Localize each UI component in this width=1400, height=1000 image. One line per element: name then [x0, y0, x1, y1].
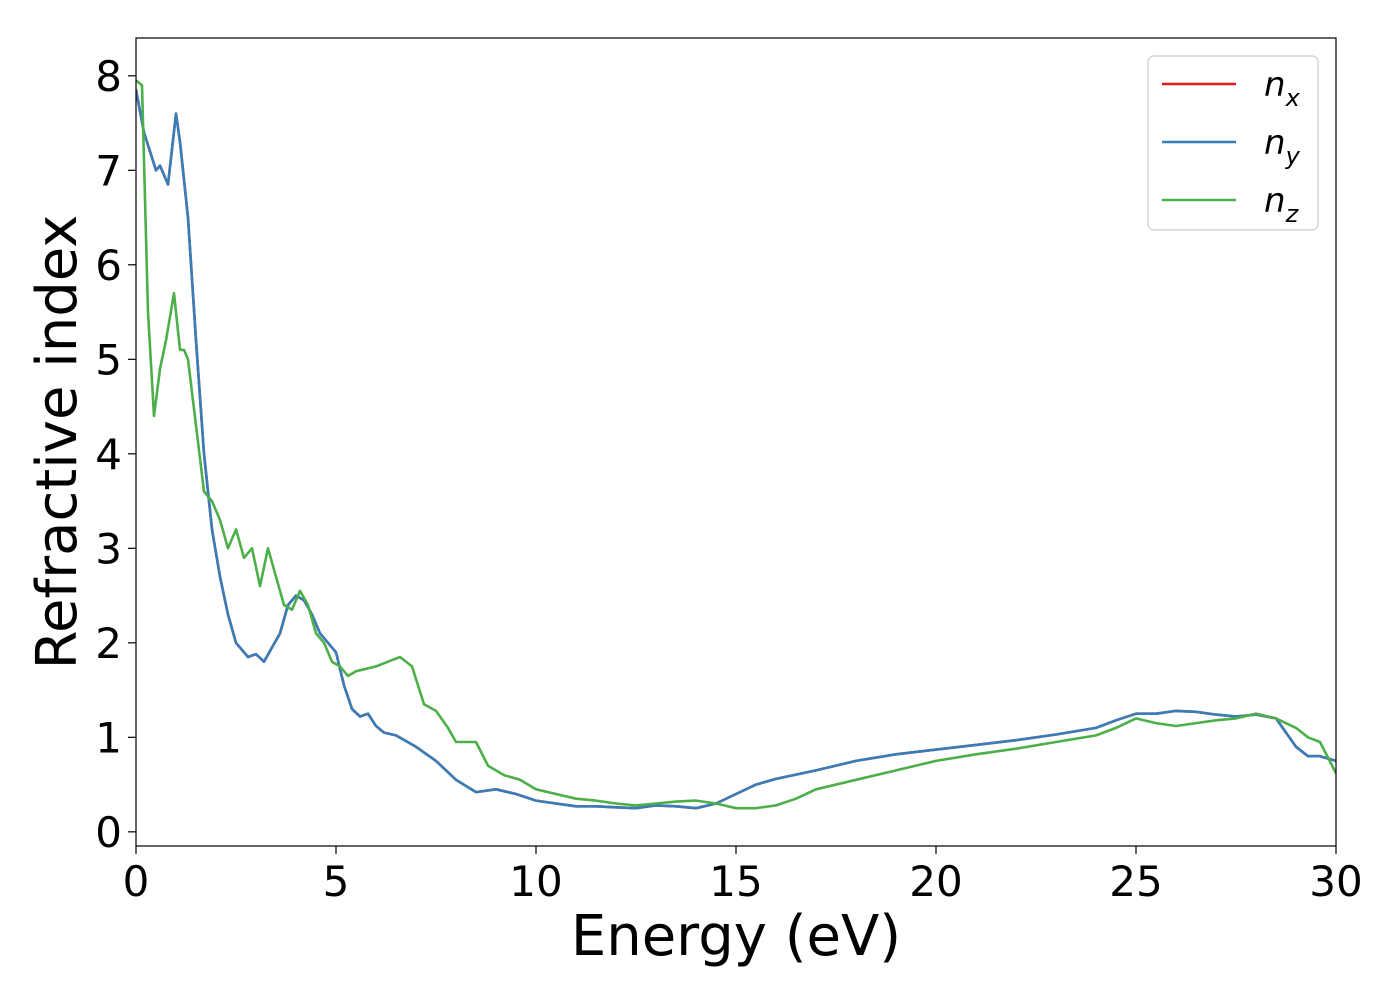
legend-label-x: nx — [1264, 65, 1301, 112]
series-layer — [136, 79, 1336, 810]
x-tick-label: 30 — [1309, 857, 1362, 906]
x-tick-label: 20 — [909, 857, 962, 906]
x-axis-title: Energy (eV) — [571, 904, 901, 969]
series-line-y — [136, 88, 1336, 810]
y-tick-label: 1 — [95, 713, 122, 762]
y-axis-title: Refractive index — [25, 215, 90, 670]
x-tick-label: 15 — [709, 857, 762, 906]
y-tick-label: 8 — [95, 52, 122, 101]
y-tick-label: 7 — [95, 146, 122, 195]
y-tick-label: 6 — [95, 241, 122, 290]
y-tick-label: 5 — [95, 335, 122, 384]
x-axis-ticks: 0 5 10 15 20 25 30 — [123, 846, 1363, 906]
legend-label-y: ny — [1264, 123, 1301, 170]
y-tick-label: 2 — [95, 619, 122, 668]
y-tick-label: 4 — [95, 430, 122, 479]
series-line-z — [136, 79, 1336, 810]
plot-area — [135, 37, 1337, 847]
x-tick-label: 5 — [323, 857, 350, 906]
legend: nx ny nz — [1147, 55, 1319, 231]
y-tick-label: 0 — [95, 808, 122, 857]
x-tick-label: 25 — [1109, 857, 1162, 906]
x-tick-label: 0 — [123, 857, 150, 906]
y-axis-ticks: 0 1 2 3 4 5 6 7 8 — [95, 52, 136, 857]
legend-label-z: nz — [1264, 181, 1300, 228]
y-tick-label: 3 — [95, 524, 122, 573]
x-tick-label: 10 — [509, 857, 562, 906]
